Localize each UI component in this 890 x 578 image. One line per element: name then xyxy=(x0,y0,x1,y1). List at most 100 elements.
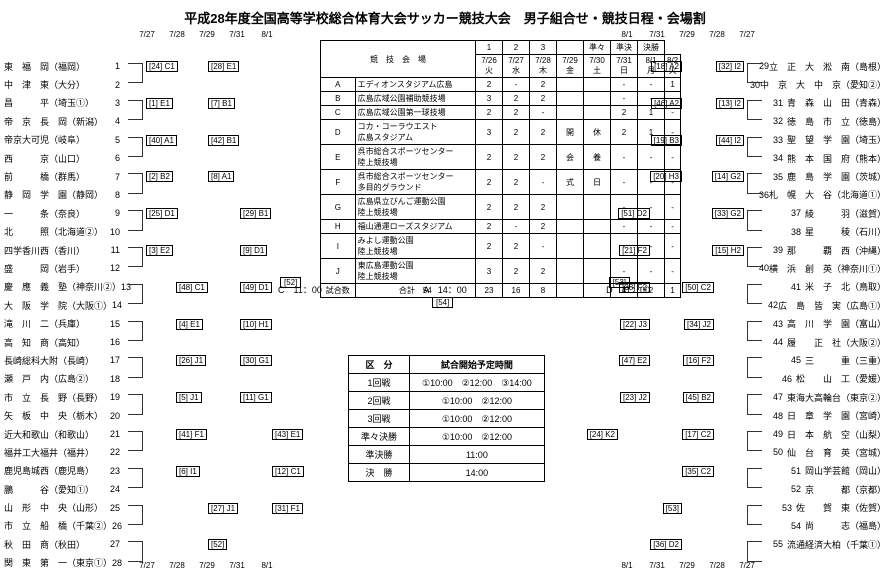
bracket-line xyxy=(747,505,762,525)
bracket-line xyxy=(128,63,143,83)
bracket-line xyxy=(128,284,143,304)
team-num: 2 xyxy=(106,80,120,90)
table-row: 履 正 社（大阪②）44 xyxy=(766,333,886,351)
team-num: 50 xyxy=(773,447,787,457)
table-row: 岡山学芸館（岡山）51 xyxy=(766,462,886,480)
table-row: 山 形 中 央（山形）25 xyxy=(4,498,124,516)
team-name: 帝 京 長 岡（新潟） xyxy=(4,115,103,128)
table-row: 関 東 第 一（東京①）28 xyxy=(4,554,124,572)
team-num: 9 xyxy=(106,208,120,218)
team-name: 聖 望 学 園（埼玉） xyxy=(787,133,886,146)
bracket-tag: [25] D1 xyxy=(146,208,178,219)
label-c: C 11：00 xyxy=(278,283,322,296)
box-54: [54] xyxy=(432,297,453,308)
bracket-line xyxy=(747,357,762,377)
table-row: 京 都（京都）52 xyxy=(766,480,886,498)
team-num: 20 xyxy=(106,411,120,421)
date-label: 8/1 xyxy=(252,561,282,570)
team-name: 市 立 長 野（長野） xyxy=(4,391,103,404)
table-row: 那 覇 西（沖縄）39 xyxy=(766,241,886,259)
table-row: 西 京（山口）6 xyxy=(4,149,124,167)
team-num: 55 xyxy=(773,539,787,549)
team-num: 18 xyxy=(106,374,120,384)
table-row: 仙 台 育 英（宮城）50 xyxy=(766,443,886,461)
team-num: 39 xyxy=(773,245,787,255)
team-name: 京 都（京都） xyxy=(805,483,886,496)
table-row: 帝京大可児（岐阜）5 xyxy=(4,131,124,149)
team-num: 49 xyxy=(773,429,787,439)
table-row: 近大和歌山（和歌山）21 xyxy=(4,425,124,443)
table-row: 日 本 航 空（山梨）49 xyxy=(766,425,886,443)
team-num: 53 xyxy=(782,503,796,513)
team-num: 27 xyxy=(106,539,120,549)
date-label: 8/1 xyxy=(612,561,642,570)
table-row: 尚 志（福島）54 xyxy=(766,517,886,535)
team-name: 西 京（山口） xyxy=(4,152,85,165)
table-row: 米 子 北（鳥取）41 xyxy=(766,278,886,296)
page-title: 平成28年度全国高等学校総合体育大会サッカー競技大会 男子組合せ・競技日程・会場… xyxy=(0,8,890,27)
team-num: 25 xyxy=(106,503,120,513)
venue-table: 競 技 会 場123準々準決決勝7/26火7/27水7/28木7/29金7/30… xyxy=(320,40,681,298)
team-num: 35 xyxy=(773,172,787,182)
bracket-tag: [33] G2 xyxy=(712,208,744,219)
table-row: 札 幌 大 谷（北海道①）36 xyxy=(766,186,886,204)
table-row: 横 浜 創 英（神奈川①）40 xyxy=(766,259,886,277)
date-label: 8/1 xyxy=(612,30,642,39)
bracket-tag: [12] C1 xyxy=(272,466,304,477)
team-num: 34 xyxy=(773,153,787,163)
table-row: 中 京 大 中 京（愛知②）30 xyxy=(766,75,886,93)
bracket-tag: [10] H1 xyxy=(240,319,272,330)
table-row: 立 正 大 淞 南（島根）29 xyxy=(766,57,886,75)
team-name: 履 正 社（大阪②） xyxy=(787,336,886,349)
bracket-tag: [29] B1 xyxy=(240,208,271,219)
team-name: 松 山 工（愛媛） xyxy=(796,372,886,385)
bracket-line xyxy=(747,173,762,193)
table-row: 鵬 谷（愛知①）24 xyxy=(4,480,124,498)
team-name: 盛 岡（岩手） xyxy=(4,262,85,275)
table-row: 長崎総科大附（長崎）17 xyxy=(4,351,124,369)
bracket-line xyxy=(128,541,143,561)
date-label: 7/28 xyxy=(162,30,192,39)
table-row: 鹿 島 学 園（茨城）35 xyxy=(766,167,886,185)
date-label: 7/28 xyxy=(162,561,192,570)
bracket-tag: [42] B1 xyxy=(208,135,239,146)
team-name: 東海大高輪台（東京②） xyxy=(787,391,886,404)
date-label: 7/28 xyxy=(702,561,732,570)
bracket-line xyxy=(747,63,762,83)
bracket-line xyxy=(747,137,762,157)
bracket-tag: [45] B2 xyxy=(683,392,714,403)
bracket-tag: [34] J2 xyxy=(684,319,714,330)
table-row: 徳 島 市 立（徳島）32 xyxy=(766,112,886,130)
table-row: 大 阪 学 院（大阪①）14 xyxy=(4,296,124,314)
date-label: 7/27 xyxy=(732,561,762,570)
table-row: 鹿児島城西（鹿児島）23 xyxy=(4,462,124,480)
dates-bot-left: 7/277/287/297/318/1 xyxy=(132,561,282,570)
team-num: 32 xyxy=(773,116,787,126)
bracket-tag: [6] I1 xyxy=(176,466,200,477)
team-num: 26 xyxy=(112,521,122,531)
team-num: 4 xyxy=(106,116,120,126)
team-name: 一 条（奈良） xyxy=(4,207,85,220)
table-row: 日 章 学 園（宮崎）48 xyxy=(766,406,886,424)
team-name: 昌 平（埼玉①） xyxy=(4,96,94,109)
date-label: 7/31 xyxy=(222,561,252,570)
team-name: 中 京 大 中 京（愛知②） xyxy=(760,78,886,91)
team-num: 28 xyxy=(112,558,122,568)
team-num: 15 xyxy=(106,319,120,329)
team-name: 高 知 商（高知） xyxy=(4,336,85,349)
bracket-line xyxy=(128,173,143,193)
bracket-tag: [24] C1 xyxy=(146,61,178,72)
date-label: 7/27 xyxy=(132,561,162,570)
table-row: 北 照（北海道②）10 xyxy=(4,223,124,241)
team-num: 37 xyxy=(791,208,805,218)
team-num: 22 xyxy=(106,447,120,457)
bracket-tag: [23] J2 xyxy=(620,392,650,403)
bracket-tag: [44] I2 xyxy=(716,135,744,146)
table-row: 中 津 東（大分）2 xyxy=(4,75,124,93)
teams-right: 立 正 大 淞 南（島根）29中 京 大 中 京（愛知②）30青 森 山 田（青… xyxy=(766,57,886,554)
bracket-tag: [24] K2 xyxy=(587,429,618,440)
team-num: 44 xyxy=(773,337,787,347)
team-name: 北 照（北海道②） xyxy=(4,225,103,238)
bracket-line xyxy=(128,505,143,525)
team-num: 3 xyxy=(106,98,120,108)
